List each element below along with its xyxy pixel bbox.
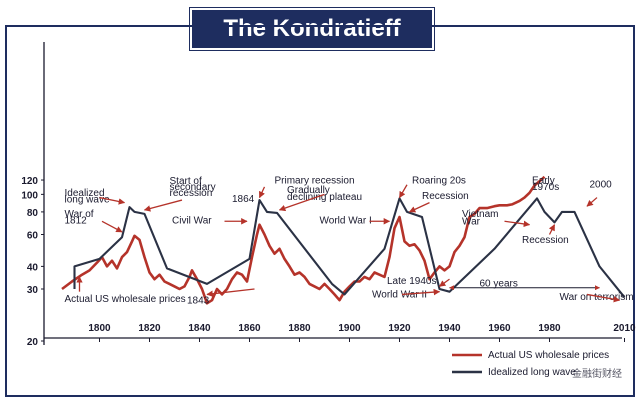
annotation-label: recession: [170, 188, 213, 199]
annotation-label: Idealized: [65, 188, 105, 199]
x-tick-label: 1800: [88, 323, 111, 334]
y-tick-label: 20: [27, 337, 39, 348]
annotation-label: World War II: [372, 289, 427, 300]
annotation-label: Gradually: [287, 185, 330, 196]
annotation-label: Primary recession: [275, 175, 355, 186]
annotation-arrow: [548, 224, 556, 235]
annotation-arrow: [401, 288, 441, 296]
annotation-label: 60 years: [480, 278, 518, 289]
watermark-text: 金融街财经: [572, 367, 622, 380]
annotation-label: long wave: [65, 195, 110, 206]
x-tick-label: 1840: [188, 323, 211, 334]
y-tick-label: 120: [21, 176, 38, 187]
annotation-label: World War I: [320, 216, 372, 227]
legend-label-actual: Actual US wholesale prices: [488, 350, 609, 361]
annotation-arrow: [143, 199, 183, 212]
annotation-label: Late 1940s: [387, 276, 437, 287]
annotation-arrow: [101, 220, 123, 233]
legend-label-ideal: Idealized long wave: [488, 367, 576, 378]
annotation-arrow: [278, 193, 325, 212]
title-banner: The Kondratieff Wave: [190, 8, 434, 80]
annotation-label: Roaring 20s: [412, 175, 466, 186]
x-tick-label: 1820: [138, 323, 161, 334]
annotation-label: 1843: [187, 295, 210, 306]
y-tick-label: 30: [27, 285, 39, 296]
annotation-label: 2000: [590, 180, 613, 191]
annotation-label: Start of: [170, 176, 202, 187]
y-tick-label: 100: [21, 190, 38, 201]
annotation-label: 1812: [65, 216, 88, 227]
annotation-arrow: [408, 202, 430, 213]
annotation-label: Early: [532, 175, 555, 186]
annotation-label: secondary: [170, 182, 216, 193]
x-tick-label: 1860: [238, 323, 261, 334]
annotation-arrow: [206, 288, 255, 297]
x-tick-label: 1980: [538, 323, 561, 334]
annotation-arrow: [586, 293, 621, 303]
annotation-label: Civil War: [172, 216, 212, 227]
annotation-label: Actual US wholesale prices: [65, 294, 186, 305]
annotation-label: Recession: [422, 191, 469, 202]
annotation-label: Recession: [522, 235, 569, 246]
x-tick-label: 1920: [388, 323, 411, 334]
annotation-arrow: [258, 186, 266, 199]
annotation-label: War on terrorism: [560, 292, 634, 303]
x-tick-label: 1940: [438, 323, 461, 334]
x-tick-label: 1960: [488, 323, 511, 334]
annotation-label: declining plateau: [287, 192, 362, 203]
annotation-label: War of: [65, 209, 94, 220]
chart-title: The Kondratieff Wave: [223, 15, 401, 80]
annotation-label: War: [462, 217, 481, 228]
annotation-arrow: [99, 196, 126, 205]
annotation-label: Vietnam: [462, 209, 499, 220]
annotation-arrow: [504, 220, 531, 228]
x-tick-label: 1900: [338, 323, 361, 334]
x-tick-label: 1880: [288, 323, 311, 334]
chart-frame: [5, 25, 635, 397]
annotation-arrow: [398, 184, 408, 199]
series-line-actual-prices: [61, 175, 546, 305]
x-tick-label: 2010: [613, 323, 636, 334]
annotation-arrow: [586, 197, 598, 207]
annotation-label: 1970s: [532, 182, 559, 193]
series-line-idealized-wave: [73, 197, 626, 298]
annotation-arrow: [438, 278, 450, 287]
y-tick-label: 80: [27, 208, 39, 219]
annotation-label: 1864: [232, 194, 255, 205]
y-tick-label: 60: [27, 231, 39, 242]
y-tick-label: 40: [27, 262, 39, 273]
